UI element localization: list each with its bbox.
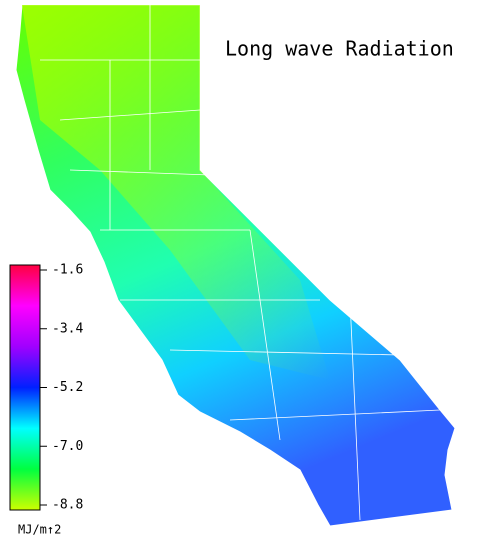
county-lines [40,5,441,521]
inland-shade [22,5,330,380]
colorbar-tick-label: -1.6 [52,263,83,278]
california [15,4,456,527]
colorbar-unit: MJ/m↑2 [18,523,61,537]
colorbar-tick-label: -8.8 [52,498,83,513]
colorbar-tick-label: -5.2 [52,380,83,395]
colorbar-tick-label: -7.0 [52,439,83,454]
colorbar-tick-label: -3.4 [52,321,83,336]
colorbar [9,264,41,511]
map-title: Long wave Radiation [225,37,454,61]
